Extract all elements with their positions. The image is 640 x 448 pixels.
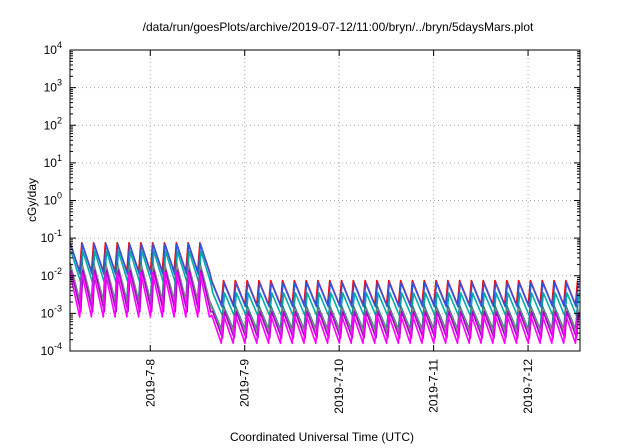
series-line-2: [69, 243, 579, 308]
y-tick-label: 10-1: [41, 228, 62, 245]
chart-title: /data/run/goesPlots/archive/2019-07-12/1…: [143, 20, 534, 34]
y-axis-label: cGy/day: [25, 178, 39, 222]
series-line-7: [69, 272, 579, 345]
x-tick-label: 2019-7-8: [143, 359, 157, 407]
x-tick-label: 2019-7-10: [332, 359, 346, 414]
plot-area: [69, 242, 580, 345]
y-tick-label: 102: [44, 115, 62, 132]
x-axis-label: Coordinated Universal Time (UTC): [230, 430, 414, 444]
x-tick-label: 2019-7-9: [238, 359, 252, 407]
y-tick-label: 10-2: [41, 266, 62, 283]
y-tick-label: 103: [44, 78, 62, 95]
x-tick-label: 2019-7-12: [521, 359, 535, 414]
y-tick-label: 10-3: [41, 303, 62, 320]
y-tick-label: 101: [44, 153, 62, 170]
y-tick-label: 104: [44, 40, 62, 57]
x-tick-label: 2019-7-11: [427, 359, 441, 413]
y-tick-label: 10-4: [41, 341, 62, 358]
y-tick-label: 100: [44, 191, 62, 208]
axis-ticks: 10-4 10-3 10-2 10-1 100 101 102 103 104 2019-7-8 2…: [41, 40, 580, 414]
